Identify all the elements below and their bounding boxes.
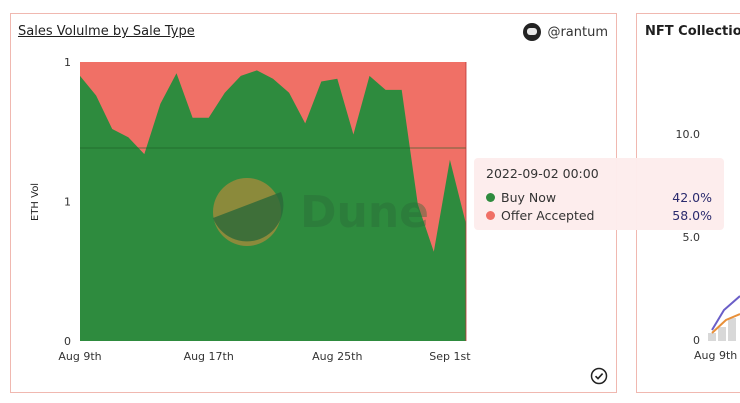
author-avatar <box>523 23 542 41</box>
tooltip-value: 42.0% <box>672 189 712 205</box>
author-badge[interactable]: @rantum <box>523 23 608 41</box>
tooltip-value: 58.0% <box>672 207 712 223</box>
tooltip-label: Offer Accepted <box>501 207 595 223</box>
chart-title-link[interactable]: Sales Volulme by Sale Type <box>18 24 195 39</box>
check-circle-icon[interactable] <box>590 367 608 385</box>
tooltip-dot-buy-now <box>486 192 495 202</box>
chart-tooltip: 2022-09-02 00:00 Buy Now 42.0% Offer Acc… <box>474 158 724 230</box>
tooltip-row-buy-now: Buy Now 42.0% <box>486 188 712 206</box>
side-chart-title[interactable]: NFT Collection <box>645 24 740 39</box>
tooltip-label: Buy Now <box>501 189 557 205</box>
tooltip-date: 2022-09-02 00:00 <box>486 166 599 181</box>
tooltip-dot-offer-accepted <box>486 210 495 220</box>
author-name: @rantum <box>547 24 608 40</box>
tooltip-row-offer-accepted: Offer Accepted 58.0% <box>486 206 712 224</box>
